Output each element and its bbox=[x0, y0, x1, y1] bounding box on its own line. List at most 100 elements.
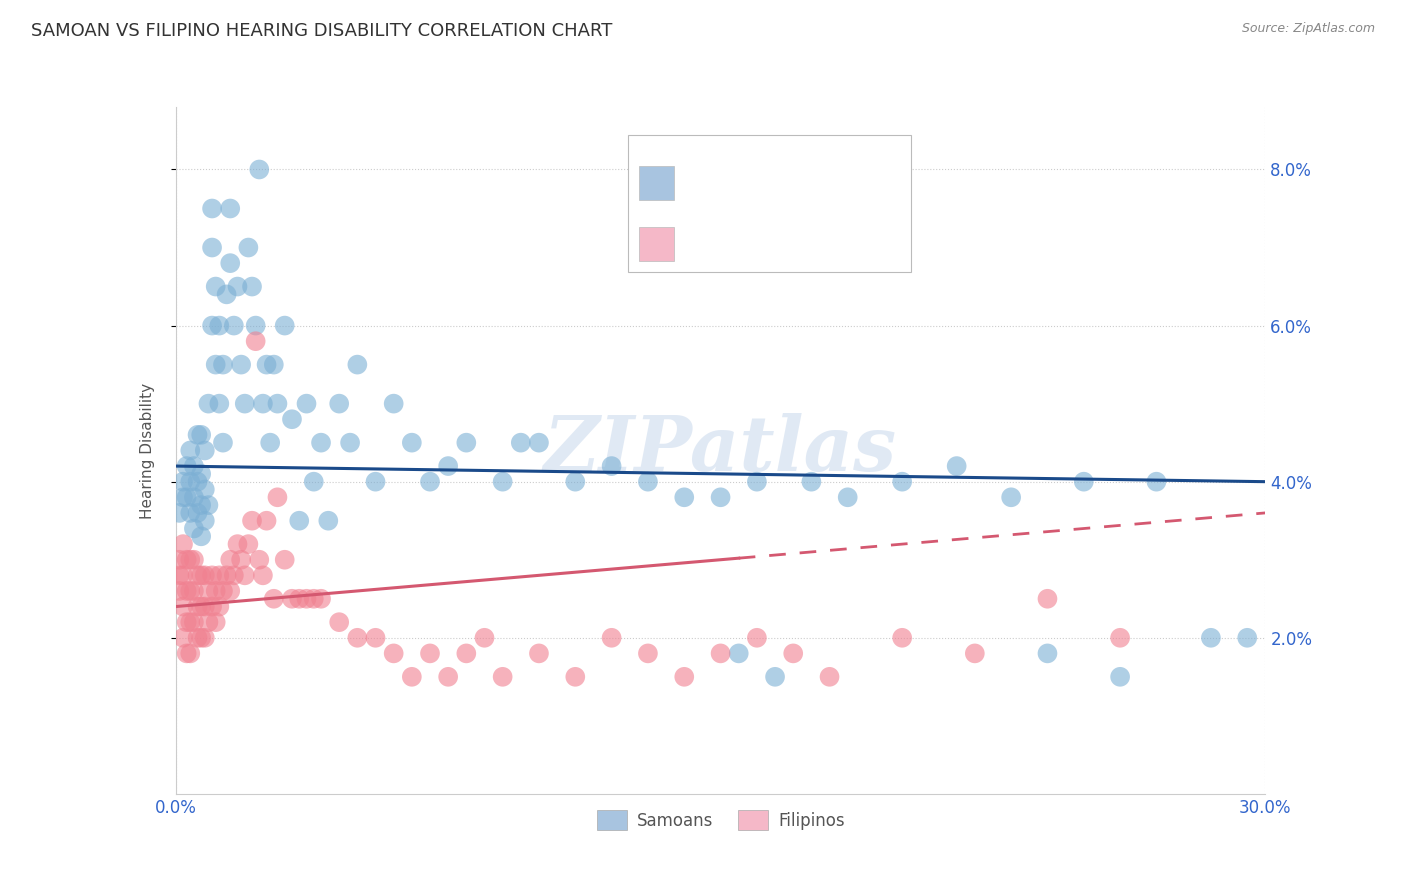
FancyBboxPatch shape bbox=[640, 227, 675, 261]
Point bbox=[1236, 631, 1258, 645]
Point bbox=[190, 631, 212, 645]
Point bbox=[190, 529, 212, 543]
Point bbox=[179, 583, 201, 598]
Point bbox=[527, 435, 550, 450]
Point bbox=[169, 568, 191, 582]
Point bbox=[401, 670, 423, 684]
Point bbox=[891, 631, 914, 645]
Point bbox=[1109, 631, 1132, 645]
Point bbox=[231, 358, 253, 372]
Point bbox=[288, 591, 311, 606]
Point bbox=[208, 318, 231, 333]
Point bbox=[364, 475, 387, 489]
Point bbox=[176, 552, 198, 567]
Point bbox=[295, 396, 318, 410]
Point bbox=[945, 458, 967, 473]
Y-axis label: Hearing Disability: Hearing Disability bbox=[141, 383, 155, 518]
Point bbox=[183, 521, 205, 535]
Point bbox=[837, 490, 859, 504]
Point bbox=[328, 615, 350, 630]
Point bbox=[637, 646, 659, 660]
Point bbox=[226, 537, 249, 551]
Point bbox=[492, 670, 515, 684]
Point bbox=[204, 615, 226, 630]
Point bbox=[782, 646, 804, 660]
Point bbox=[169, 552, 191, 567]
Point bbox=[186, 506, 209, 520]
Point bbox=[172, 537, 194, 551]
Point bbox=[240, 514, 263, 528]
Point bbox=[172, 475, 194, 489]
FancyBboxPatch shape bbox=[640, 166, 675, 200]
Point bbox=[190, 568, 212, 582]
Point bbox=[437, 670, 460, 684]
Point bbox=[201, 568, 224, 582]
Point bbox=[564, 670, 586, 684]
Point bbox=[710, 490, 733, 504]
Point bbox=[346, 358, 368, 372]
Point bbox=[190, 427, 212, 442]
Point bbox=[172, 490, 194, 504]
Point bbox=[194, 568, 217, 582]
Point bbox=[266, 490, 288, 504]
Legend: Samoans, Filipinos: Samoans, Filipinos bbox=[591, 804, 851, 837]
Point bbox=[212, 435, 235, 450]
Point bbox=[745, 631, 768, 645]
Point bbox=[266, 396, 288, 410]
Point bbox=[302, 475, 325, 489]
Point bbox=[263, 358, 285, 372]
Point bbox=[818, 670, 841, 684]
Point bbox=[1146, 475, 1168, 489]
Point bbox=[328, 396, 350, 410]
Point bbox=[274, 552, 297, 567]
Point bbox=[197, 498, 219, 512]
Text: R =: R = bbox=[685, 237, 717, 252]
Point bbox=[194, 483, 217, 497]
Point bbox=[176, 458, 198, 473]
Point bbox=[215, 287, 238, 301]
Point bbox=[401, 435, 423, 450]
Point bbox=[215, 568, 238, 582]
Point bbox=[233, 568, 256, 582]
Point bbox=[1036, 591, 1059, 606]
Point bbox=[274, 318, 297, 333]
Point bbox=[763, 670, 786, 684]
Point bbox=[673, 670, 696, 684]
Point bbox=[727, 646, 749, 660]
Text: 0.052: 0.052 bbox=[724, 237, 778, 252]
Point bbox=[176, 490, 198, 504]
Point bbox=[318, 514, 340, 528]
Point bbox=[1109, 670, 1132, 684]
Point bbox=[309, 591, 332, 606]
Point bbox=[219, 256, 242, 270]
Point bbox=[309, 435, 332, 450]
Point bbox=[637, 475, 659, 489]
Point bbox=[295, 591, 318, 606]
Point bbox=[212, 358, 235, 372]
FancyBboxPatch shape bbox=[628, 135, 911, 272]
Point bbox=[212, 583, 235, 598]
Point bbox=[208, 599, 231, 614]
Point bbox=[240, 279, 263, 293]
Point bbox=[179, 506, 201, 520]
Text: N = 80: N = 80 bbox=[790, 237, 846, 252]
Point bbox=[204, 358, 226, 372]
Point bbox=[194, 599, 217, 614]
Point bbox=[527, 646, 550, 660]
Point bbox=[169, 506, 191, 520]
Point bbox=[226, 279, 249, 293]
Point bbox=[179, 615, 201, 630]
Point bbox=[197, 396, 219, 410]
Point bbox=[745, 475, 768, 489]
Point bbox=[183, 615, 205, 630]
Point bbox=[673, 490, 696, 504]
Point bbox=[169, 583, 191, 598]
Point bbox=[281, 591, 304, 606]
Text: Source: ZipAtlas.com: Source: ZipAtlas.com bbox=[1241, 22, 1375, 36]
Point bbox=[247, 552, 270, 567]
Point bbox=[186, 475, 209, 489]
Point bbox=[259, 435, 281, 450]
Point bbox=[172, 631, 194, 645]
Point bbox=[219, 202, 242, 216]
Point bbox=[256, 514, 278, 528]
